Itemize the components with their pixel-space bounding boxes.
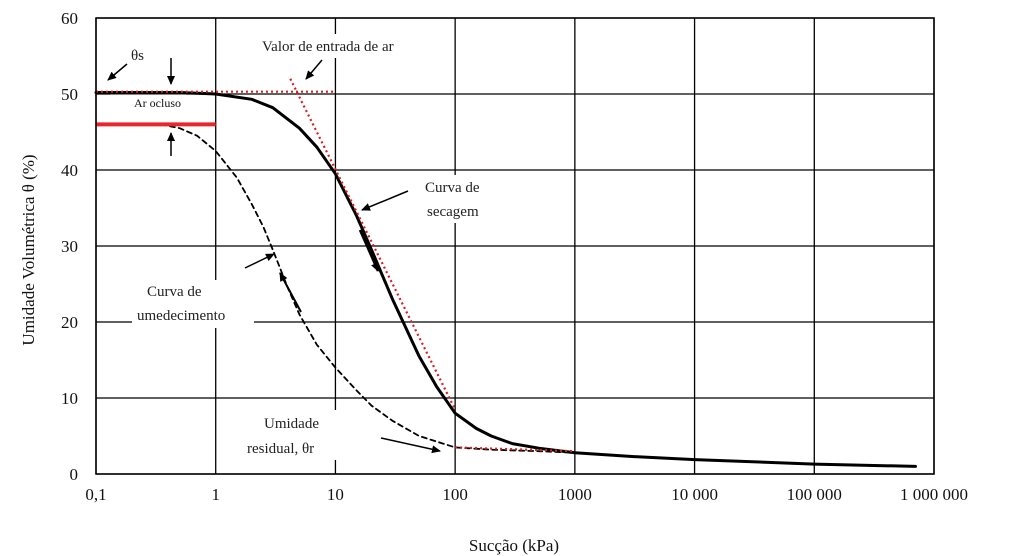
y-tick-label: 20 bbox=[61, 313, 78, 332]
y-tick-label: 60 bbox=[61, 9, 78, 28]
x-tick-label: 100 000 bbox=[787, 485, 842, 504]
tick-labels: 0,1 1 10 100 1000 10 000 100 000 1 000 000 0 10 20… bbox=[61, 9, 968, 504]
y-tick-label: 10 bbox=[61, 389, 78, 408]
annotation-ar-ocluso: Ar ocluso bbox=[134, 96, 181, 110]
drying-curve-line bbox=[94, 91, 917, 468]
x-tick-label: 1000 bbox=[558, 485, 592, 504]
y-tick-label: 40 bbox=[61, 161, 78, 180]
y-tick-label: 50 bbox=[61, 85, 78, 104]
residual-label-bg bbox=[240, 410, 358, 460]
ar-ocluso-box bbox=[110, 94, 186, 122]
annotation-wetting-1: Curva de bbox=[147, 284, 202, 300]
arrow-air-entry bbox=[305, 59, 323, 80]
x-tick-label: 0,1 bbox=[85, 485, 106, 504]
annotation-theta-s: θs bbox=[131, 48, 144, 64]
x-tick-label: 1 bbox=[211, 485, 220, 504]
arrow-theta-s-diag bbox=[107, 63, 128, 81]
plot-frame bbox=[95, 17, 935, 475]
arrow-drying-direction bbox=[358, 229, 380, 272]
x-axis-title: Sucção (kPa) bbox=[469, 536, 559, 555]
arrow-wetting-label bbox=[244, 253, 275, 269]
wetting-label-bg bbox=[132, 280, 254, 328]
y-tick-label: 0 bbox=[70, 465, 79, 484]
grid bbox=[95, 17, 935, 475]
wetting-curve-line bbox=[160, 123, 917, 468]
drying-label-bg bbox=[420, 175, 496, 223]
series-group bbox=[94, 78, 917, 468]
tangent-line bbox=[289, 78, 457, 410]
x-tick-label: 1 000 000 bbox=[900, 485, 968, 504]
annotation-residual-2: residual, θr bbox=[247, 441, 314, 457]
x-tick-label: 10 000 bbox=[671, 485, 718, 504]
x-tick-label: 100 bbox=[442, 485, 468, 504]
annotation-residual-1: Umidade bbox=[264, 416, 319, 432]
y-tick-label: 30 bbox=[61, 237, 78, 256]
annotation-wetting-2: umedecimento bbox=[137, 308, 225, 324]
x-tick-label: 10 bbox=[327, 485, 344, 504]
arrow-drying-label bbox=[361, 190, 409, 211]
arrow-wetting-direction bbox=[279, 272, 302, 313]
arrow-residual bbox=[380, 437, 441, 454]
air-entry-label-bg bbox=[253, 34, 453, 58]
annotation-drying-2: secagem bbox=[427, 204, 479, 220]
y-axis-title: Umidade Volumétrica θ (%) bbox=[19, 154, 38, 345]
annotations: Ar ocluso θs Valor de entrada de ar Curv… bbox=[107, 34, 496, 460]
annotation-drying-1: Curva de bbox=[425, 180, 480, 196]
annotation-air-entry: Valor de entrada de ar bbox=[262, 39, 394, 55]
